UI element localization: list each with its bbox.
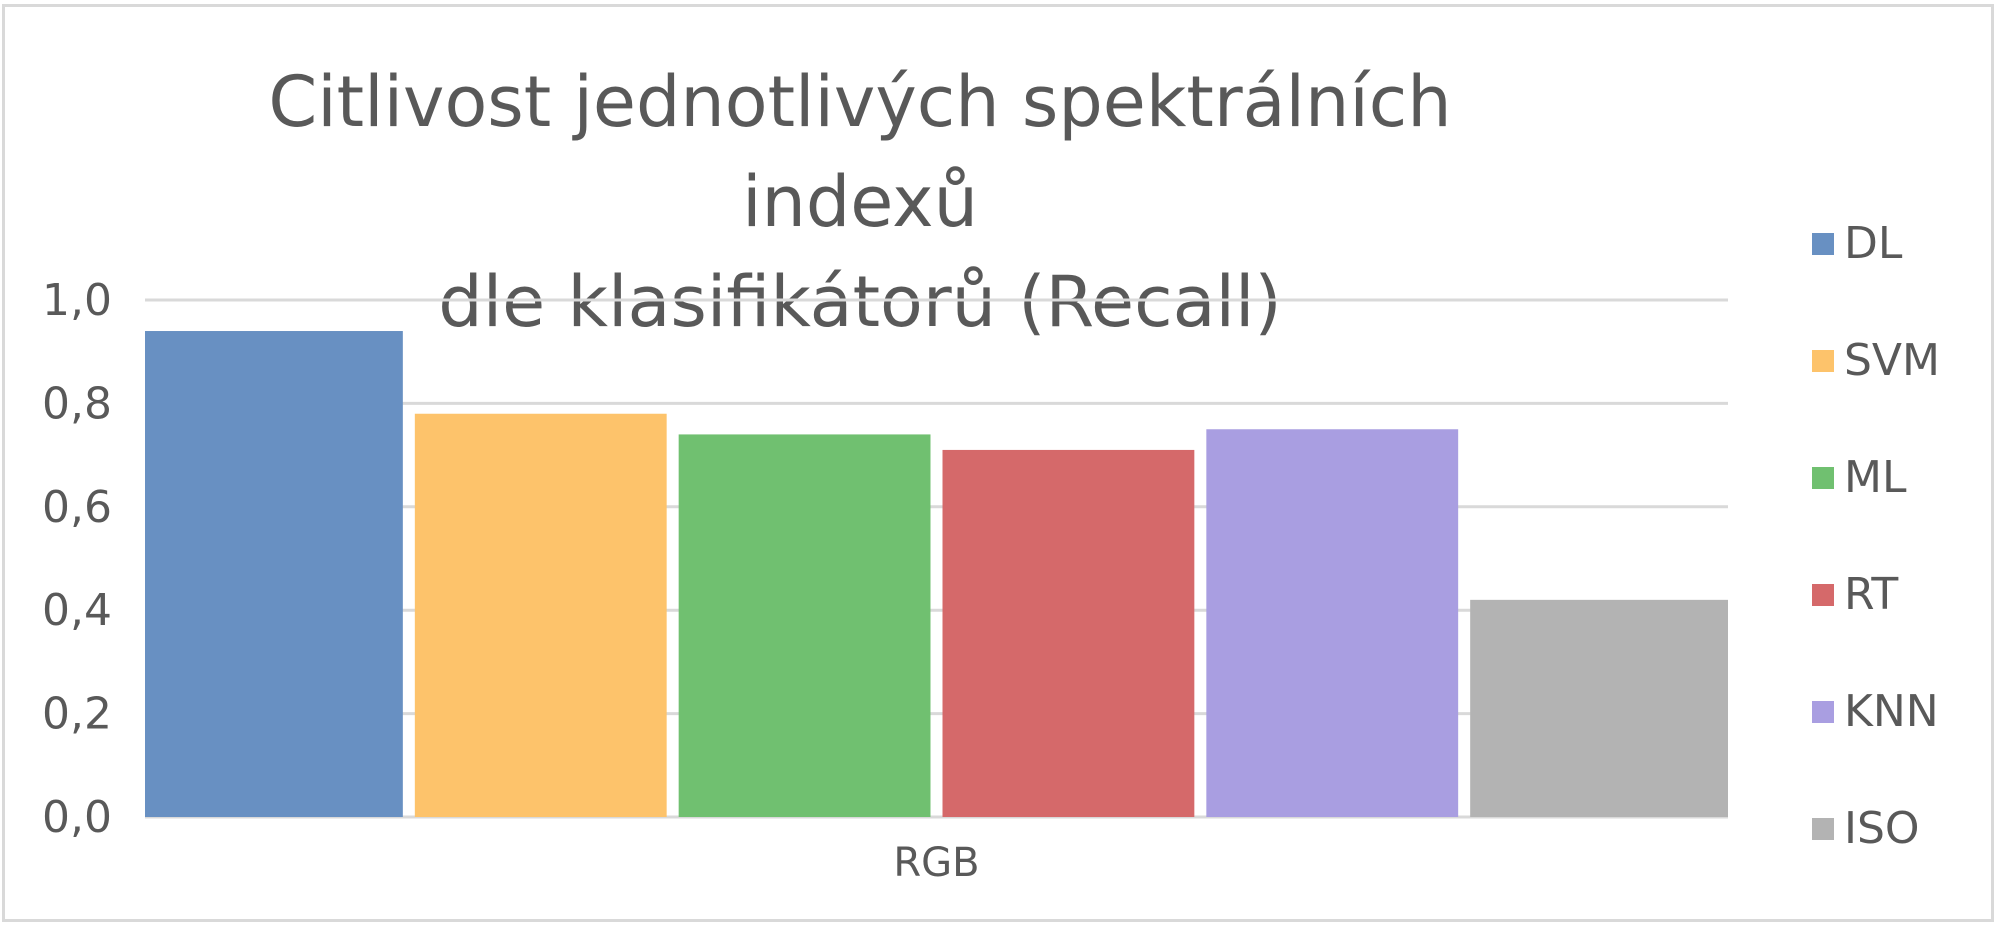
legend-swatch [1812,700,1834,723]
legend-swatch [1812,583,1834,606]
legend-label: SVM [1844,335,1940,386]
legend-item-knn: KNN [1812,653,1940,770]
legend-label: ISO [1844,803,1920,854]
gridlines [145,298,1728,819]
chart-title: Citlivost jednotlivých spektrálních inde… [140,52,1580,352]
legend-item-iso: ISO [1812,770,1940,887]
legend-item-svm: SVM [1812,302,1940,419]
legend-item-ml: ML [1812,419,1940,536]
legend-swatch [1812,232,1834,255]
legend: DL SVM ML RT KNN ISO [1812,185,1940,887]
x-category-label: RGB [893,840,979,886]
y-tick-label: 0,8 [42,378,112,429]
chart-title-line-1: Citlivost jednotlivých spektrálních inde… [268,61,1452,243]
bar-ml [678,434,931,817]
y-tick-label: 0,2 [42,689,112,740]
y-tick-label: 0,6 [42,482,112,533]
legend-label: ML [1844,452,1907,503]
bar-svm [414,413,667,817]
axes: 0,0 0,2 0,4 0,6 0,8 1,0 RGB [42,275,980,886]
y-tick-label: 0,4 [42,585,112,636]
bars [145,331,1728,817]
bar-knn [1206,429,1459,817]
legend-label: RT [1844,569,1899,620]
legend-item-rt: RT [1812,536,1940,653]
legend-swatch [1812,349,1834,372]
legend-swatch [1812,466,1834,489]
chart-title-line-2: dle klasifikátorů (Recall) [438,261,1282,343]
bar-iso [1470,599,1728,817]
bar-dl [145,331,403,817]
legend-swatch [1812,817,1834,840]
legend-item-dl: DL [1812,185,1940,302]
y-tick-label: 0,0 [42,792,112,843]
y-tick-label: 1,0 [42,275,112,326]
legend-label: KNN [1844,686,1939,737]
bar-rt [942,449,1195,817]
legend-label: DL [1844,218,1903,269]
